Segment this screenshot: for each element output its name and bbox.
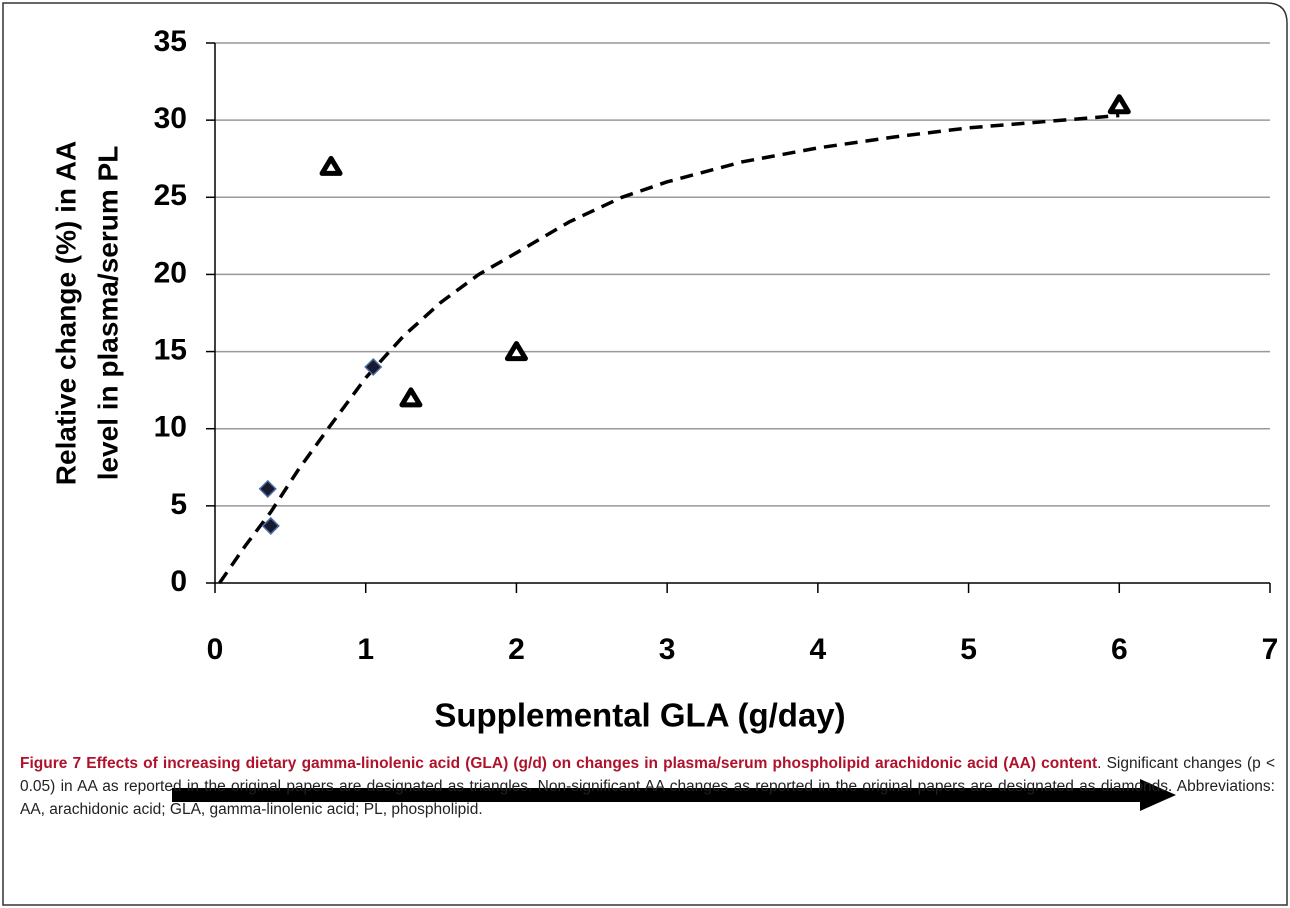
caption: Figure 7 Effects of increasing dietary g… (20, 752, 1275, 821)
x-tick-label: 7 (1262, 633, 1279, 666)
y-axis-label: Relative change (%) in AA level in plasm… (50, 141, 123, 485)
y-axis-label-line: Relative change (%) in AA (50, 141, 81, 485)
diamond-point (261, 516, 280, 535)
y-tick-label: 15 (154, 333, 187, 366)
triangle-point (1107, 94, 1131, 115)
x-tick-label: 0 (207, 633, 224, 666)
diamond-point (258, 479, 277, 498)
y-axis-label-line: level in plasma/serum PL (92, 146, 123, 481)
x-tick-label: 6 (1111, 633, 1128, 666)
y-tick-label: 30 (154, 102, 187, 135)
triangle-point (504, 341, 528, 362)
x-tick-label: 2 (508, 633, 525, 666)
caption-text: . Significant changes (p < 0.05) in AA a… (20, 755, 1276, 818)
trend-curve (218, 113, 1120, 584)
x-tick-label: 5 (960, 633, 977, 666)
y-tick-label: 10 (154, 411, 187, 444)
triangle-point (399, 387, 423, 408)
x-tick-label: 3 (659, 633, 676, 666)
diamond-point (364, 357, 383, 377)
x-tick-label: 1 (357, 633, 374, 666)
caption-title: Figure 7 Effects of increasing dietary g… (20, 755, 1098, 772)
arrow-head (1140, 779, 1176, 811)
y-tick-label: 25 (154, 179, 187, 212)
x-tick-label: 4 (810, 633, 827, 666)
y-tick-label: 20 (154, 256, 187, 289)
x-axis-label: Supplemental GLA (g/day) (434, 697, 845, 734)
y-tick-label: 5 (170, 488, 187, 521)
y-tick-label: 0 (170, 565, 187, 598)
y-tick-label: 35 (154, 25, 187, 58)
triangle-point (319, 155, 343, 176)
